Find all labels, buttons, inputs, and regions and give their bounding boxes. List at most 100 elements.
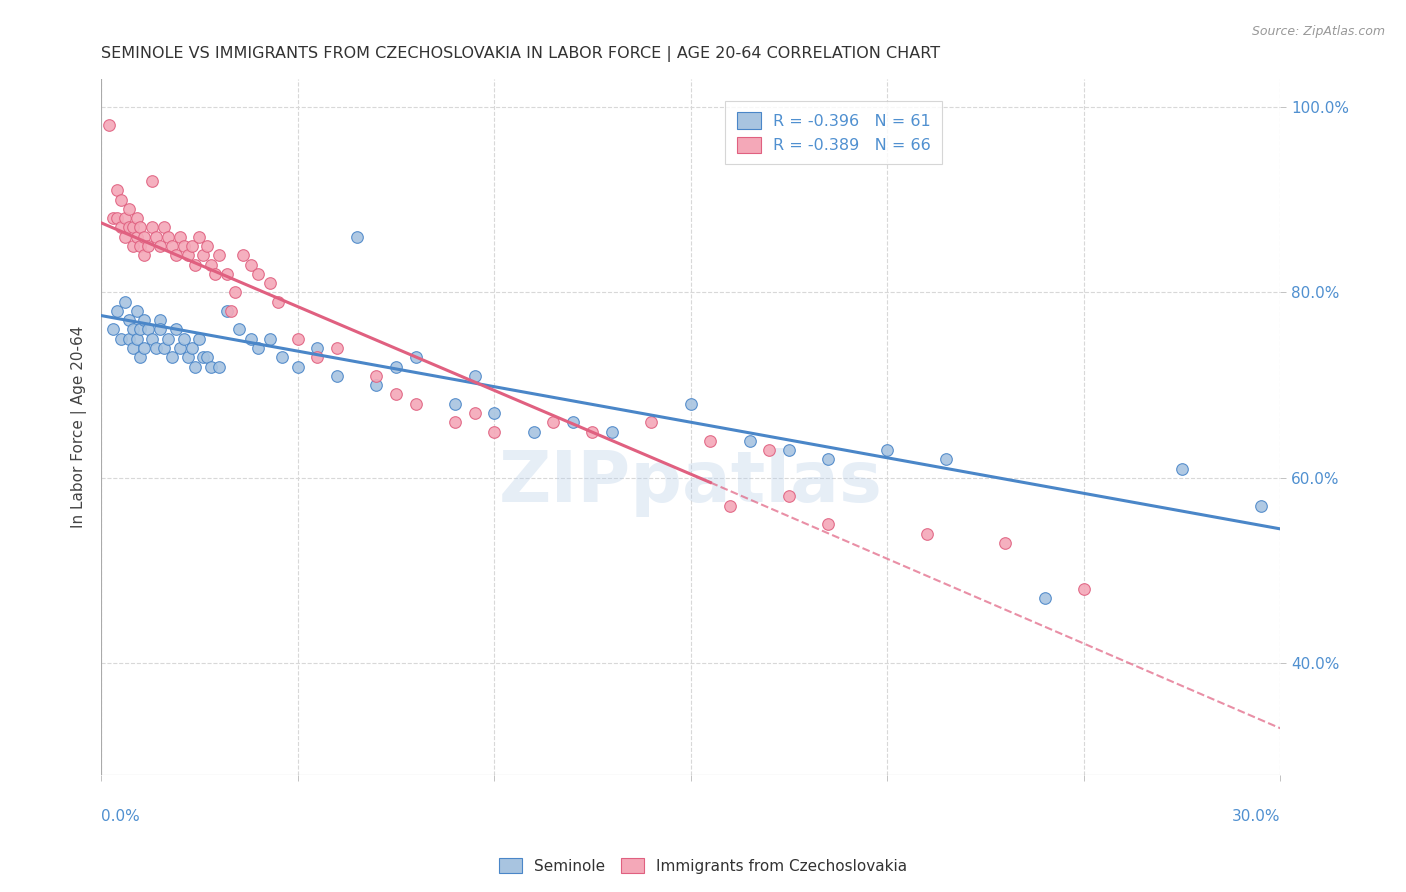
Point [105,183,128,197]
Point [541,415,564,429]
Point [125,211,148,226]
Point [160,239,183,253]
Point [346,229,368,244]
Point [444,397,467,411]
Point [208,359,231,374]
Point [239,332,262,346]
Point [160,351,183,365]
Point [561,415,583,429]
Point [484,425,506,439]
Legend: Seminole, Immigrants from Czechoslovakia: Seminole, Immigrants from Czechoslovakia [494,852,912,880]
Point [679,397,702,411]
Y-axis label: In Labor Force | Age 20-64: In Labor Force | Age 20-64 [72,326,87,528]
Point [215,267,238,281]
Point [200,258,222,272]
Point [110,332,132,346]
Point [271,351,294,365]
Legend: R = -0.396   N = 61, R = -0.389   N = 66: R = -0.396 N = 61, R = -0.389 N = 66 [725,101,942,164]
Text: SEMINOLE VS IMMIGRANTS FROM CZECHOSLOVAKIA IN LABOR FORCE | AGE 20-64 CORRELATIO: SEMINOLE VS IMMIGRANTS FROM CZECHOSLOVAK… [101,46,941,62]
Point [232,248,254,262]
Point [129,351,152,365]
Point [110,193,132,207]
Point [758,443,780,458]
Point [98,119,121,133]
Point [156,229,179,244]
Point [817,517,839,532]
Point [117,202,139,216]
Point [366,378,388,392]
Point [385,387,408,401]
Point [600,425,623,439]
Point [464,368,486,383]
Point [366,368,388,383]
Point [195,239,218,253]
Point [141,332,163,346]
Text: Source: ZipAtlas.com: Source: ZipAtlas.com [1251,25,1385,38]
Point [699,434,721,448]
Point [405,397,427,411]
Point [117,220,139,235]
Point [188,229,211,244]
Point [121,220,143,235]
Point [180,239,202,253]
Point [149,239,172,253]
Point [224,285,246,300]
Point [326,368,349,383]
Point [738,434,761,448]
Point [101,322,124,336]
Point [105,304,128,318]
Point [136,322,159,336]
Point [125,332,148,346]
Point [640,415,662,429]
Text: ZIPpatlas: ZIPpatlas [499,448,883,517]
Point [169,341,191,355]
Point [129,239,152,253]
Point [176,248,198,262]
Point [204,267,226,281]
Point [121,341,143,355]
Point [176,351,198,365]
Point [1171,461,1194,475]
Point [444,415,467,429]
Point [817,452,839,467]
Point [156,332,179,346]
Point [101,211,124,226]
Point [134,248,156,262]
Point [114,229,136,244]
Point [228,322,250,336]
Point [287,332,309,346]
Point [125,304,148,318]
Point [125,229,148,244]
Point [121,322,143,336]
Point [165,322,187,336]
Point [326,341,349,355]
Point [1073,582,1095,597]
Point [114,211,136,226]
Point [134,341,156,355]
Point [145,229,167,244]
Point [121,239,143,253]
Point [239,258,262,272]
Point [149,322,172,336]
Point [141,174,163,188]
Point [522,425,544,439]
Point [287,359,309,374]
Point [184,258,207,272]
Point [173,239,195,253]
Text: 30.0%: 30.0% [1232,809,1281,824]
Text: 0.0%: 0.0% [101,809,139,824]
Point [994,536,1017,550]
Point [385,359,408,374]
Point [153,341,176,355]
Point [484,406,506,420]
Point [114,294,136,309]
Point [915,526,938,541]
Point [180,341,202,355]
Point [778,490,800,504]
Point [876,443,898,458]
Point [129,322,152,336]
Point [247,341,270,355]
Point [173,332,195,346]
Point [208,248,231,262]
Point [165,248,187,262]
